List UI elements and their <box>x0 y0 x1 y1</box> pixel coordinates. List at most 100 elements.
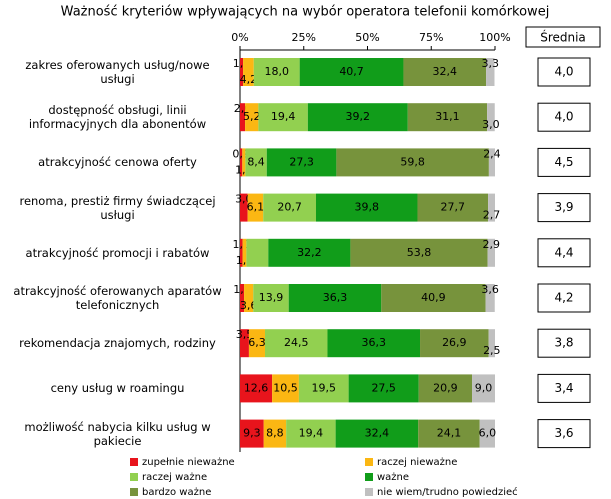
bar-segment <box>299 58 404 86</box>
bar-segment <box>246 238 269 267</box>
value-label: 39,8 <box>354 201 379 214</box>
value-label: 26,9 <box>442 336 467 349</box>
value-label: 32,2 <box>297 246 322 259</box>
value-label: 36,3 <box>361 336 386 349</box>
average-box <box>537 283 591 313</box>
legend-label: raczej ważne <box>142 472 207 483</box>
legend-label: zupełnie nieważne <box>142 457 235 468</box>
value-label: 4,2 <box>240 73 258 86</box>
value-label: 6,0 <box>479 427 497 440</box>
x-tick-label: 100% <box>479 31 510 44</box>
legend-label: ważne <box>377 472 409 483</box>
value-label: 59,8 <box>400 155 425 168</box>
bar-segment <box>479 419 495 448</box>
bar-segment <box>298 374 349 403</box>
category-label: atrakcyjność oferowanych aparatów telefo… <box>13 284 222 312</box>
bar-segment <box>244 284 254 312</box>
bar-segment <box>418 419 480 448</box>
average-box <box>537 373 591 403</box>
chart-title: Ważność kryteriów wpływających na wybór … <box>61 5 550 20</box>
value-label: 24,1 <box>437 427 462 440</box>
bar-segment <box>418 374 473 403</box>
average-label: 4,0 <box>554 110 573 124</box>
bar-segment <box>417 193 489 222</box>
average-box <box>537 419 591 449</box>
legend-swatch <box>130 458 138 466</box>
bar-segment <box>240 193 248 222</box>
value-label: 12,6 <box>244 381 269 394</box>
legend-swatch <box>365 488 373 496</box>
bar-segment <box>472 374 495 403</box>
value-label: 8,8 <box>266 427 284 440</box>
bar-segment <box>240 238 243 267</box>
bar-segment <box>315 193 418 222</box>
bar-segment <box>327 329 421 358</box>
bar-segment <box>240 103 246 132</box>
x-tick-label: 50% <box>355 31 379 44</box>
value-label: 36,3 <box>323 291 348 304</box>
bar-segment <box>268 238 351 267</box>
value-label: 3,3 <box>482 57 500 70</box>
bar-segment <box>336 148 489 177</box>
bar-segment <box>240 58 244 86</box>
value-label: 6,1 <box>247 201 265 214</box>
category-label: możliwość nabycia kilku usług w pakiecie <box>24 419 211 448</box>
average-header: Średnia <box>540 30 586 45</box>
legend-swatch <box>130 488 138 496</box>
bar-segment <box>407 103 488 132</box>
legend-swatch <box>130 473 138 481</box>
average-label: 4,4 <box>554 245 573 259</box>
value-label: 3,6 <box>481 283 499 296</box>
category-label: dostępność obsługi, linii informacyjnych… <box>28 103 207 132</box>
value-label: 5,2 <box>243 110 261 123</box>
bar-segment <box>488 329 495 358</box>
bar-segment <box>335 419 419 448</box>
value-label: 18,0 <box>264 65 289 78</box>
bar-segment <box>263 193 316 222</box>
x-tick-label: 0% <box>231 31 248 44</box>
value-label: 2,7 <box>483 209 501 222</box>
value-label: 53,8 <box>407 246 432 259</box>
category-label: zakres oferowanych usług/nowe usługi <box>25 58 210 86</box>
value-label: 2,9 <box>483 238 501 251</box>
average-label: 3,6 <box>554 426 573 440</box>
value-label: 19,4 <box>299 427 324 440</box>
value-label: 40,9 <box>421 291 446 304</box>
bar-segment <box>488 193 495 222</box>
bar-segment <box>240 284 245 312</box>
bar-segment <box>263 419 287 448</box>
bar-segment <box>403 58 487 86</box>
category-label: ceny usług w roamingu <box>50 381 185 396</box>
value-label: 13,9 <box>259 291 284 304</box>
bar-segment <box>488 148 495 177</box>
bar-segment <box>240 148 243 177</box>
bar-segment <box>245 103 259 132</box>
bar-segment <box>242 148 246 177</box>
value-label: 24,5 <box>284 336 309 349</box>
category-label: atrakcyjność cenowa oferty <box>38 155 197 170</box>
bar-segment <box>243 58 254 86</box>
bar-segment <box>307 103 408 132</box>
value-label: 9,0 <box>475 381 493 394</box>
value-label: 27,7 <box>441 201 466 214</box>
bar-segment <box>350 238 488 267</box>
value-label: 9,3 <box>243 427 261 440</box>
legend-label: bardzo ważne <box>142 487 211 498</box>
bar-segment <box>487 238 495 267</box>
value-label: 27,5 <box>371 381 396 394</box>
category-label: atrakcyjność promocji i rabatów <box>25 245 210 260</box>
value-label: 6,3 <box>248 336 266 349</box>
value-label: 3,0 <box>482 118 500 131</box>
bar-segment <box>253 284 289 312</box>
value-label: 2,5 <box>483 344 501 357</box>
bar-segment <box>288 284 382 312</box>
bar-segment <box>248 329 265 358</box>
bar-segment <box>486 58 495 86</box>
value-label: 19,4 <box>271 110 296 123</box>
bar-segment <box>240 419 264 448</box>
value-label: 20,7 <box>277 201 302 214</box>
average-label: 4,0 <box>554 65 573 79</box>
average-box <box>537 238 591 268</box>
value-label: 2,4 <box>483 147 501 160</box>
value-label: 31,1 <box>435 110 460 123</box>
